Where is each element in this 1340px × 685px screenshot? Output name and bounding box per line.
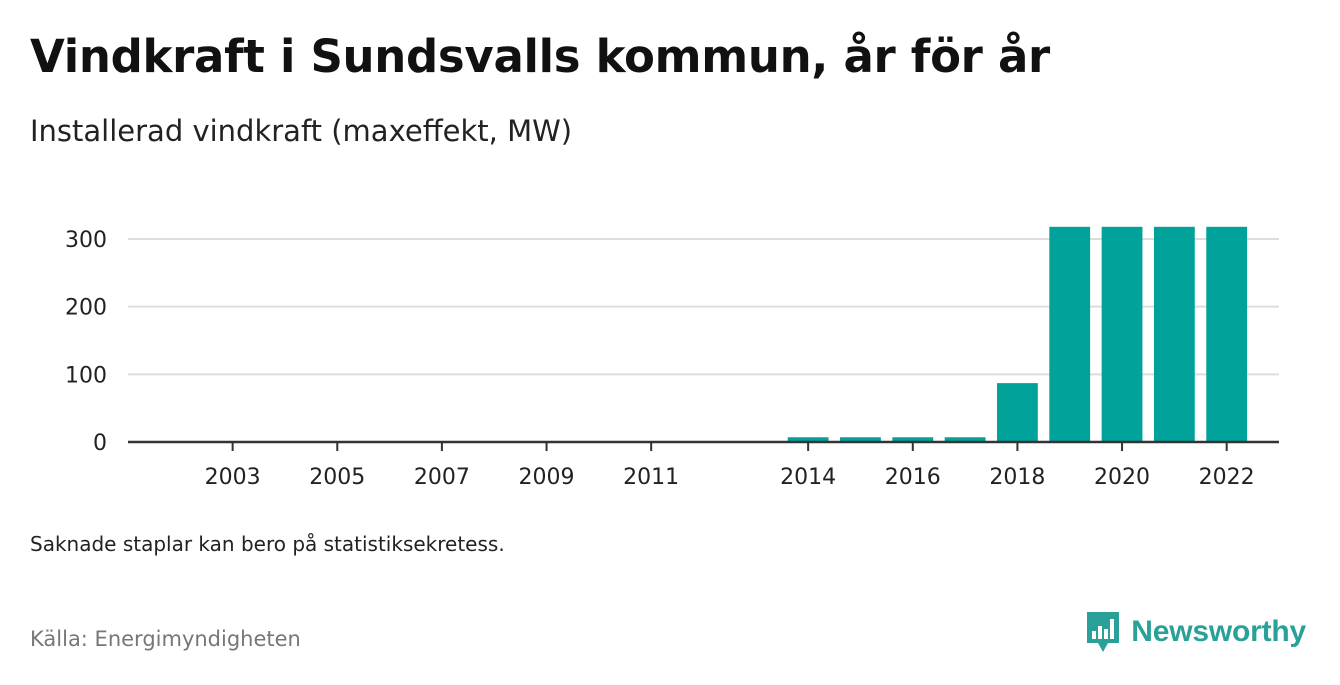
y-tick-label: 100 (65, 363, 107, 388)
y-tick-label: 0 (93, 431, 107, 456)
footnote: Saknade staplar kan bero på statistiksek… (30, 532, 505, 556)
bar-2021 (1153, 226, 1195, 442)
brand-logo[interactable]: Newsworthy (1085, 610, 1306, 654)
bar-2015 (840, 437, 881, 442)
bar-2014 (787, 437, 829, 442)
bar-2022 (1206, 226, 1248, 442)
chart-title: Vindkraft i Sundsvalls kommun, år för år (30, 30, 1050, 83)
x-tick-label: 2009 (519, 465, 575, 490)
x-tick-label: 2014 (780, 465, 836, 490)
x-tick-label: 2005 (309, 465, 365, 490)
y-tick-label: 200 (65, 296, 107, 321)
bar-2016 (892, 437, 934, 442)
x-tick-label: 2011 (623, 465, 679, 490)
bar-2019 (1049, 226, 1091, 442)
x-tick-label: 2020 (1094, 465, 1150, 490)
chart-subtitle: Installerad vindkraft (maxeffekt, MW) (30, 114, 573, 148)
newsworthy-logo-icon (1087, 612, 1120, 652)
bar-2017 (944, 437, 986, 442)
brand-name: Newsworthy (1131, 615, 1306, 648)
x-tick-label: 2016 (885, 465, 941, 490)
bar-2018 (997, 383, 1038, 442)
bar-chart: 0 100 200 300 2003 2005 2007 2009 2011 2014 2016 20… (65, 226, 1279, 490)
source-credit: Källa: Energimyndigheten (30, 627, 301, 651)
x-tick-label: 2007 (414, 465, 470, 490)
bar-2020 (1101, 226, 1143, 442)
x-tick-label: 2018 (989, 465, 1045, 490)
y-tick-label: 300 (65, 228, 107, 253)
x-tick-label: 2022 (1199, 465, 1255, 490)
x-tick-label: 2003 (205, 465, 261, 490)
